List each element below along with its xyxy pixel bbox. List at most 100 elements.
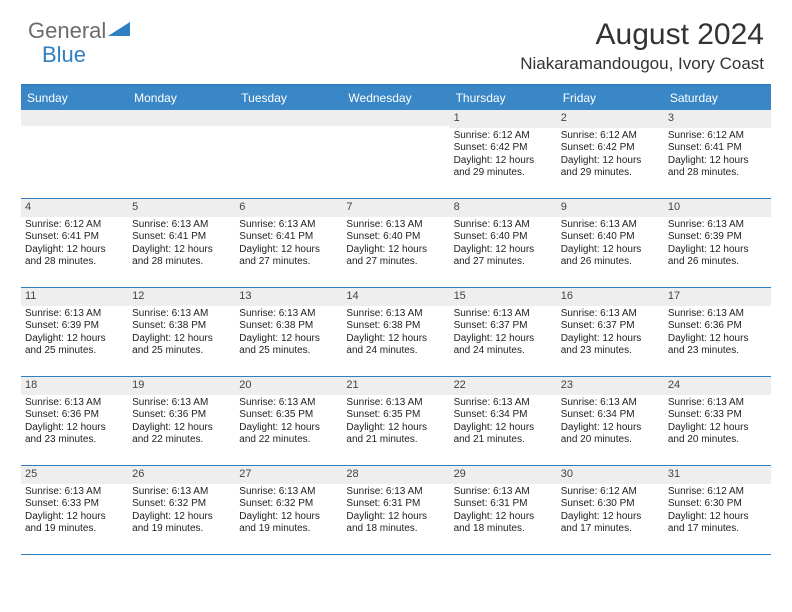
sunrise-text: Sunrise: 6:13 AM	[25, 308, 124, 321]
day-details: Sunrise: 6:13 AMSunset: 6:39 PMDaylight:…	[21, 306, 128, 362]
brand-general: General	[28, 18, 106, 44]
daylight-text: Daylight: 12 hours and 20 minutes.	[668, 422, 767, 447]
day-cell: 30Sunrise: 6:12 AMSunset: 6:30 PMDayligh…	[557, 466, 664, 554]
daylight-text: Daylight: 12 hours and 23 minutes.	[25, 422, 124, 447]
day-cell: 5Sunrise: 6:13 AMSunset: 6:41 PMDaylight…	[128, 199, 235, 287]
location: Niakaramandougou, Ivory Coast	[520, 54, 764, 74]
day-details: Sunrise: 6:13 AMSunset: 6:31 PMDaylight:…	[450, 484, 557, 540]
sunset-text: Sunset: 6:36 PM	[668, 320, 767, 333]
week-row: 18Sunrise: 6:13 AMSunset: 6:36 PMDayligh…	[21, 377, 771, 466]
day-cell: 16Sunrise: 6:13 AMSunset: 6:37 PMDayligh…	[557, 288, 664, 376]
sunrise-text: Sunrise: 6:13 AM	[668, 397, 767, 410]
day-cell: 17Sunrise: 6:13 AMSunset: 6:36 PMDayligh…	[664, 288, 771, 376]
day-cell: 23Sunrise: 6:13 AMSunset: 6:34 PMDayligh…	[557, 377, 664, 465]
day-cell: 22Sunrise: 6:13 AMSunset: 6:34 PMDayligh…	[450, 377, 557, 465]
day-cell	[235, 110, 342, 198]
day-cell: 27Sunrise: 6:13 AMSunset: 6:32 PMDayligh…	[235, 466, 342, 554]
day-number: 29	[450, 466, 557, 484]
day-number	[342, 110, 449, 126]
daylight-text: Daylight: 12 hours and 29 minutes.	[561, 155, 660, 180]
day-cell: 20Sunrise: 6:13 AMSunset: 6:35 PMDayligh…	[235, 377, 342, 465]
day-cell: 28Sunrise: 6:13 AMSunset: 6:31 PMDayligh…	[342, 466, 449, 554]
day-number: 21	[342, 377, 449, 395]
day-number: 18	[21, 377, 128, 395]
sunrise-text: Sunrise: 6:13 AM	[668, 308, 767, 321]
day-cell: 29Sunrise: 6:13 AMSunset: 6:31 PMDayligh…	[450, 466, 557, 554]
sunrise-text: Sunrise: 6:13 AM	[239, 219, 338, 232]
day-cell: 10Sunrise: 6:13 AMSunset: 6:39 PMDayligh…	[664, 199, 771, 287]
sunrise-text: Sunrise: 6:13 AM	[132, 308, 231, 321]
day-number: 17	[664, 288, 771, 306]
sunrise-text: Sunrise: 6:13 AM	[25, 486, 124, 499]
day-details: Sunrise: 6:13 AMSunset: 6:36 PMDaylight:…	[664, 306, 771, 362]
day-number: 30	[557, 466, 664, 484]
day-number: 28	[342, 466, 449, 484]
day-cell: 6Sunrise: 6:13 AMSunset: 6:41 PMDaylight…	[235, 199, 342, 287]
week-row: 11Sunrise: 6:13 AMSunset: 6:39 PMDayligh…	[21, 288, 771, 377]
day-number: 24	[664, 377, 771, 395]
day-number: 22	[450, 377, 557, 395]
daylight-text: Daylight: 12 hours and 25 minutes.	[25, 333, 124, 358]
sunset-text: Sunset: 6:40 PM	[561, 231, 660, 244]
weekday-saturday: Saturday	[664, 86, 771, 110]
daylight-text: Daylight: 12 hours and 23 minutes.	[561, 333, 660, 358]
day-details: Sunrise: 6:13 AMSunset: 6:36 PMDaylight:…	[21, 395, 128, 451]
sunrise-text: Sunrise: 6:12 AM	[668, 486, 767, 499]
day-details: Sunrise: 6:13 AMSunset: 6:40 PMDaylight:…	[450, 217, 557, 273]
sunrise-text: Sunrise: 6:12 AM	[668, 130, 767, 143]
day-details: Sunrise: 6:12 AMSunset: 6:30 PMDaylight:…	[557, 484, 664, 540]
day-number	[21, 110, 128, 126]
sunrise-text: Sunrise: 6:13 AM	[132, 486, 231, 499]
day-cell: 19Sunrise: 6:13 AMSunset: 6:36 PMDayligh…	[128, 377, 235, 465]
weekday-tuesday: Tuesday	[235, 86, 342, 110]
day-cell: 24Sunrise: 6:13 AMSunset: 6:33 PMDayligh…	[664, 377, 771, 465]
header: General August 2024 Niakaramandougou, Iv…	[0, 0, 792, 78]
weekday-wednesday: Wednesday	[342, 86, 449, 110]
sunset-text: Sunset: 6:31 PM	[346, 498, 445, 511]
week-row: 1Sunrise: 6:12 AMSunset: 6:42 PMDaylight…	[21, 110, 771, 199]
sunrise-text: Sunrise: 6:13 AM	[454, 308, 553, 321]
day-number: 31	[664, 466, 771, 484]
sunset-text: Sunset: 6:38 PM	[132, 320, 231, 333]
day-cell: 2Sunrise: 6:12 AMSunset: 6:42 PMDaylight…	[557, 110, 664, 198]
daylight-text: Daylight: 12 hours and 21 minutes.	[454, 422, 553, 447]
day-number: 19	[128, 377, 235, 395]
daylight-text: Daylight: 12 hours and 24 minutes.	[454, 333, 553, 358]
day-details: Sunrise: 6:13 AMSunset: 6:40 PMDaylight:…	[342, 217, 449, 273]
sunrise-text: Sunrise: 6:13 AM	[561, 308, 660, 321]
sunrise-text: Sunrise: 6:13 AM	[454, 219, 553, 232]
sunrise-text: Sunrise: 6:12 AM	[561, 486, 660, 499]
sunrise-text: Sunrise: 6:13 AM	[561, 219, 660, 232]
weeks-container: 1Sunrise: 6:12 AMSunset: 6:42 PMDaylight…	[21, 110, 771, 555]
day-cell: 21Sunrise: 6:13 AMSunset: 6:35 PMDayligh…	[342, 377, 449, 465]
day-cell: 9Sunrise: 6:13 AMSunset: 6:40 PMDaylight…	[557, 199, 664, 287]
sunset-text: Sunset: 6:39 PM	[25, 320, 124, 333]
sunset-text: Sunset: 6:37 PM	[454, 320, 553, 333]
daylight-text: Daylight: 12 hours and 21 minutes.	[346, 422, 445, 447]
day-cell: 1Sunrise: 6:12 AMSunset: 6:42 PMDaylight…	[450, 110, 557, 198]
sunrise-text: Sunrise: 6:12 AM	[561, 130, 660, 143]
day-details: Sunrise: 6:13 AMSunset: 6:38 PMDaylight:…	[128, 306, 235, 362]
day-details: Sunrise: 6:13 AMSunset: 6:31 PMDaylight:…	[342, 484, 449, 540]
day-number: 12	[128, 288, 235, 306]
sunset-text: Sunset: 6:40 PM	[346, 231, 445, 244]
daylight-text: Daylight: 12 hours and 27 minutes.	[454, 244, 553, 269]
sunrise-text: Sunrise: 6:13 AM	[239, 308, 338, 321]
title-block: August 2024 Niakaramandougou, Ivory Coas…	[520, 18, 764, 74]
sunrise-text: Sunrise: 6:13 AM	[132, 219, 231, 232]
day-details: Sunrise: 6:13 AMSunset: 6:33 PMDaylight:…	[664, 395, 771, 451]
day-cell: 13Sunrise: 6:13 AMSunset: 6:38 PMDayligh…	[235, 288, 342, 376]
day-details: Sunrise: 6:13 AMSunset: 6:38 PMDaylight:…	[342, 306, 449, 362]
month-title: August 2024	[520, 18, 764, 52]
day-details: Sunrise: 6:13 AMSunset: 6:40 PMDaylight:…	[557, 217, 664, 273]
daylight-text: Daylight: 12 hours and 26 minutes.	[561, 244, 660, 269]
day-number: 1	[450, 110, 557, 128]
brand-blue-row: Blue	[42, 42, 86, 68]
day-number: 7	[342, 199, 449, 217]
sunrise-text: Sunrise: 6:13 AM	[668, 219, 767, 232]
daylight-text: Daylight: 12 hours and 25 minutes.	[239, 333, 338, 358]
sunrise-text: Sunrise: 6:13 AM	[239, 486, 338, 499]
day-cell	[21, 110, 128, 198]
day-number: 2	[557, 110, 664, 128]
day-number: 15	[450, 288, 557, 306]
